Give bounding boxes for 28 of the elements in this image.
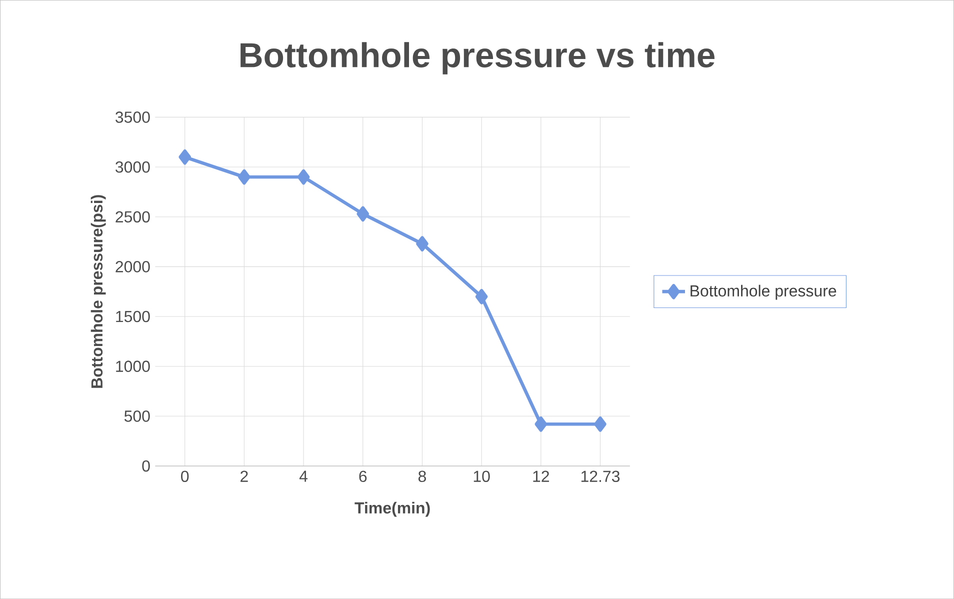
- y-tick-label: 1000: [116, 360, 150, 372]
- x-tick-label: 4: [299, 470, 308, 482]
- y-tick-label: 2500: [116, 211, 150, 222]
- point: [178, 149, 192, 165]
- y-tick-label: 0: [142, 460, 150, 472]
- point: [475, 288, 488, 304]
- x-tick-label: 12.73: [581, 470, 620, 482]
- point: [356, 206, 370, 222]
- y-tick-label: 3000: [116, 161, 150, 173]
- x-tick-label: 2: [240, 470, 248, 482]
- y-axis-title: Bottomhole pressure(psi): [90, 195, 106, 388]
- x-tick-label: 8: [418, 470, 426, 482]
- point: [297, 169, 310, 185]
- x-tick-label: 0: [181, 470, 189, 482]
- x-tick-label: 10: [474, 470, 490, 482]
- y-tick-label: 1500: [116, 310, 150, 322]
- x-axis-title: Time(min): [354, 502, 430, 517]
- chart-title: Bottomhole pressure vs time: [240, 42, 715, 74]
- y-tick-label: 2000: [116, 260, 150, 272]
- x-tick-label: 6: [359, 470, 367, 482]
- point: [594, 416, 606, 432]
- point: [238, 169, 250, 185]
- legend-label: Bottomhole pressure: [690, 284, 836, 300]
- x-tick-label: 12: [533, 470, 549, 482]
- point: [416, 236, 428, 252]
- y-tick-label: 3500: [116, 111, 150, 123]
- point: [534, 416, 548, 432]
- y-tick-label: 500: [124, 410, 150, 422]
